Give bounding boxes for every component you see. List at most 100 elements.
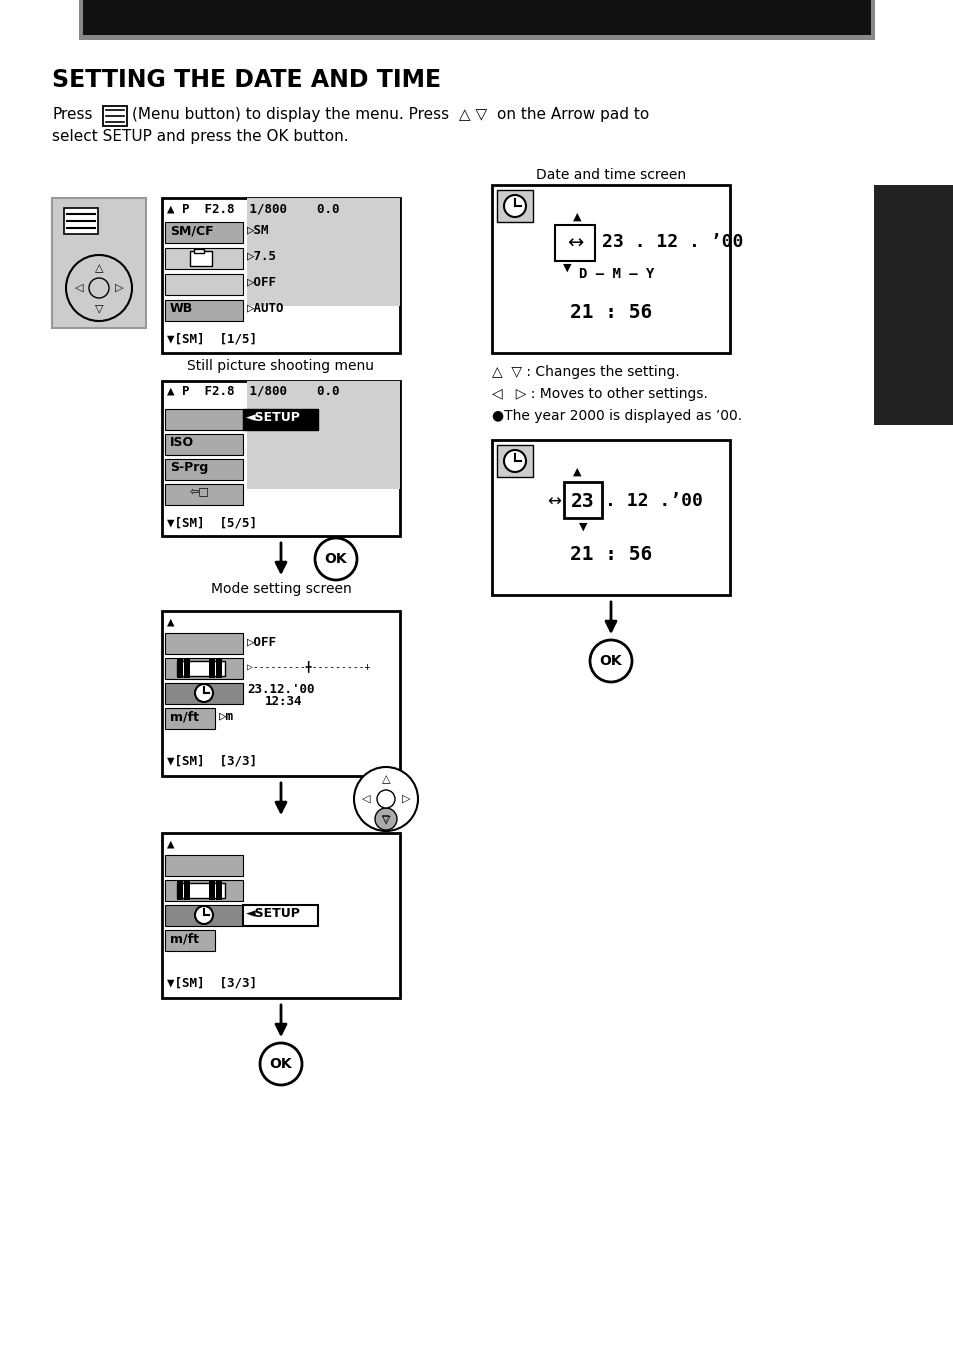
Text: ▼[SM]  [1/5]: ▼[SM] [1/5] — [167, 332, 256, 346]
Text: ▲ P  F2.8  1/800    0.0: ▲ P F2.8 1/800 0.0 — [167, 202, 339, 215]
Text: SETTING THE DATE AND TIME: SETTING THE DATE AND TIME — [52, 69, 440, 92]
Text: 12:34: 12:34 — [265, 695, 302, 708]
Bar — [165, 248, 243, 269]
Bar — [209, 882, 214, 900]
Bar — [492, 184, 729, 353]
Bar — [83, 0, 870, 35]
Bar — [563, 482, 601, 518]
Bar — [165, 855, 243, 876]
Text: ↔: ↔ — [546, 493, 560, 511]
Bar — [64, 209, 98, 234]
Bar — [184, 660, 190, 678]
Bar — [165, 300, 243, 320]
Bar — [165, 930, 214, 952]
Circle shape — [503, 195, 525, 217]
Bar — [177, 883, 225, 898]
Text: ▼[SM]  [3/3]: ▼[SM] [3/3] — [167, 755, 256, 769]
Circle shape — [375, 808, 396, 830]
Text: 21 : 56: 21 : 56 — [569, 545, 652, 564]
Circle shape — [354, 767, 417, 830]
Bar — [165, 880, 243, 900]
Bar — [209, 660, 214, 678]
Text: ▷OFF: ▷OFF — [247, 635, 276, 647]
Bar — [162, 381, 399, 536]
Text: ▽: ▽ — [94, 303, 103, 314]
Bar — [497, 446, 533, 476]
Bar — [873, 184, 953, 425]
Text: ▷: ▷ — [114, 283, 123, 293]
Text: ▲: ▲ — [167, 837, 174, 851]
Circle shape — [66, 254, 132, 320]
Text: Press: Press — [52, 106, 92, 122]
Bar — [243, 409, 317, 429]
Text: ▼: ▼ — [562, 262, 571, 273]
Text: ◄SETUP: ◄SETUP — [246, 411, 300, 424]
Bar — [165, 433, 243, 455]
Text: ▲: ▲ — [572, 467, 580, 476]
Text: WB: WB — [170, 302, 193, 315]
Bar — [215, 660, 222, 678]
Circle shape — [89, 279, 109, 297]
Text: ▲ P  F2.8  1/800    0.0: ▲ P F2.8 1/800 0.0 — [167, 385, 339, 398]
Bar — [165, 409, 243, 429]
Bar — [193, 249, 204, 253]
Text: select SETUP and press the OK button.: select SETUP and press the OK button. — [52, 129, 348, 144]
Text: ▷7.5: ▷7.5 — [247, 250, 276, 262]
Text: ◁: ◁ — [74, 283, 83, 293]
Text: ▼: ▼ — [578, 522, 587, 532]
Bar — [165, 459, 243, 481]
Text: 23.12.'00: 23.12.'00 — [247, 682, 314, 696]
Bar — [184, 882, 190, 900]
Bar — [165, 485, 243, 505]
Bar — [52, 198, 146, 328]
Text: OK: OK — [324, 552, 347, 567]
Bar — [165, 222, 243, 244]
Text: ●The year 2000 is displayed as ’00.: ●The year 2000 is displayed as ’00. — [492, 409, 741, 423]
Text: ▼[SM]  [3/3]: ▼[SM] [3/3] — [167, 977, 256, 991]
Bar — [247, 381, 399, 489]
Text: ▽: ▽ — [382, 814, 390, 824]
Text: △  ▽ : Changes the setting.: △ ▽ : Changes the setting. — [492, 365, 679, 380]
Text: OK: OK — [270, 1057, 292, 1071]
Text: ↔: ↔ — [566, 233, 582, 253]
Text: . 12 .’00: . 12 .’00 — [604, 493, 702, 510]
Text: ▷---------╋---------+: ▷---------╋---------+ — [247, 660, 370, 672]
Bar — [165, 708, 214, 730]
Text: ◁   ▷ : Moves to other settings.: ◁ ▷ : Moves to other settings. — [492, 388, 707, 401]
Bar — [177, 660, 183, 678]
Bar — [83, 0, 870, 35]
Bar — [162, 611, 399, 777]
Bar — [165, 633, 243, 654]
Bar — [165, 905, 243, 926]
Text: ISO: ISO — [170, 436, 193, 450]
Text: ▲: ▲ — [572, 213, 580, 222]
Text: ▼[SM]  [5/5]: ▼[SM] [5/5] — [167, 516, 256, 529]
Text: ▷m: ▷m — [219, 709, 233, 723]
Text: ▷: ▷ — [401, 794, 410, 804]
Bar — [52, 198, 146, 328]
Bar — [247, 198, 399, 306]
Circle shape — [260, 1043, 302, 1085]
Bar — [497, 190, 533, 222]
Text: △: △ — [381, 774, 390, 783]
Text: ◁: ◁ — [361, 794, 370, 804]
Text: SM/CF: SM/CF — [170, 223, 213, 237]
Bar — [79, 0, 874, 40]
Bar — [177, 661, 225, 676]
Bar — [215, 882, 222, 900]
Text: ▷OFF: ▷OFF — [247, 276, 276, 289]
Text: 21 : 56: 21 : 56 — [569, 303, 652, 322]
Text: Mode setting screen: Mode setting screen — [211, 581, 351, 596]
Text: 23 . 12 . ’00: 23 . 12 . ’00 — [601, 233, 742, 250]
Bar — [555, 225, 595, 261]
Text: △: △ — [94, 262, 103, 273]
Text: ▷SM: ▷SM — [247, 223, 269, 237]
Text: 23: 23 — [571, 493, 594, 511]
Bar — [162, 198, 399, 353]
Circle shape — [194, 906, 213, 923]
Bar — [165, 275, 243, 295]
Circle shape — [503, 450, 525, 472]
Text: ▷AUTO: ▷AUTO — [247, 302, 284, 315]
Circle shape — [314, 538, 356, 580]
Text: Still picture shooting menu: Still picture shooting menu — [188, 359, 375, 373]
